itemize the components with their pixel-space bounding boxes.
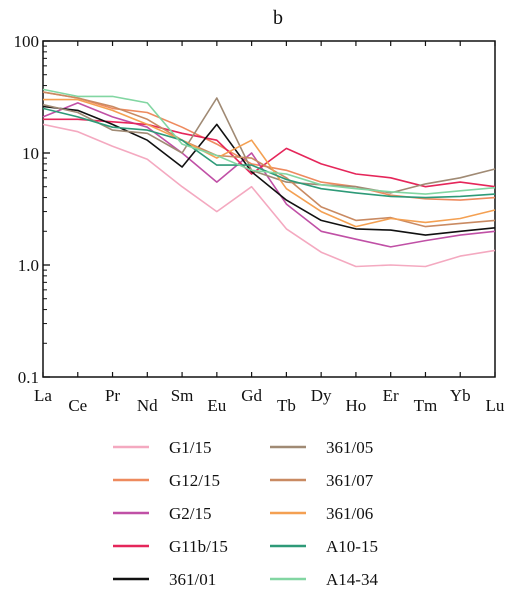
plot-frame — [42, 40, 496, 378]
x-tick-label: Gd — [241, 386, 262, 405]
x-axis: La Ce Pr Nd Sm Eu Gd Tb Dy Ho Er Tm Yb Lu — [34, 41, 505, 415]
legend-label: G11b/15 — [169, 537, 228, 556]
x-tick-label: Yb — [450, 386, 471, 405]
chart-title: b — [273, 7, 283, 29]
x-tick-label: Eu — [207, 396, 226, 415]
x-tick-label: Dy — [311, 386, 332, 405]
x-tick-label: Ho — [346, 396, 367, 415]
series-line-g1-15 — [42, 123, 496, 268]
x-tick-label: La — [34, 386, 52, 405]
legend-label: A10-15 — [326, 537, 378, 556]
x-tick-label: Nd — [137, 396, 158, 415]
x-tick-label: Pr — [105, 386, 120, 405]
legend-label: 361/07 — [326, 471, 374, 490]
y-tick-label: 0.1 — [18, 368, 39, 387]
x-tick-label: Lu — [486, 396, 505, 415]
legend-label: 361/05 — [326, 438, 373, 457]
legend-label: G2/15 — [169, 504, 212, 523]
x-tick-label: Tm — [414, 396, 438, 415]
legend-label: A14-34 — [326, 570, 378, 589]
series-line-361-05 — [42, 97, 496, 194]
y-tick-label: 10 — [22, 144, 39, 163]
series-line-361-06 — [43, 98, 496, 228]
series-line-361-01 — [42, 105, 496, 236]
legend-label: 361/01 — [169, 570, 216, 589]
series-line-g2-15 — [42, 102, 496, 248]
x-tick-label: Tb — [277, 396, 296, 415]
legend-label: 361/06 — [326, 504, 373, 523]
x-tick-label: Ce — [68, 396, 87, 415]
y-axis: 0.1 1.0 10 100 — [14, 32, 50, 387]
plot-area — [42, 40, 496, 378]
legend-label: G1/15 — [169, 438, 212, 457]
legend: G1/15 G12/15 G2/15 G11b/15 361/01 361/05 361/0… — [113, 438, 378, 589]
x-tick-label: Sm — [171, 386, 194, 405]
x-tick-label: Er — [383, 386, 399, 405]
series-line-361-07 — [42, 91, 496, 228]
series-line-a14-34 — [42, 88, 496, 195]
series-layer — [42, 88, 496, 268]
y-tick-label: 1.0 — [18, 256, 39, 275]
y-tick-label: 100 — [14, 32, 40, 51]
legend-label: G12/15 — [169, 471, 220, 490]
